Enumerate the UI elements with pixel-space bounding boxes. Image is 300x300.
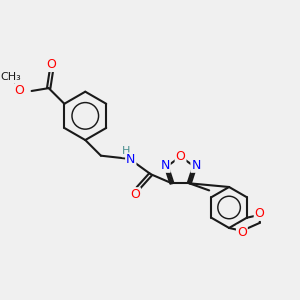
Text: O: O <box>176 150 185 163</box>
Text: O: O <box>14 85 24 98</box>
Text: O: O <box>130 188 140 201</box>
Text: H: H <box>122 146 131 156</box>
Text: O: O <box>255 207 265 220</box>
Text: CH₃: CH₃ <box>0 72 21 82</box>
Text: N: N <box>191 159 201 172</box>
Text: N: N <box>126 154 136 166</box>
Text: O: O <box>237 226 247 239</box>
Text: O: O <box>46 58 56 71</box>
Text: N: N <box>160 159 170 172</box>
